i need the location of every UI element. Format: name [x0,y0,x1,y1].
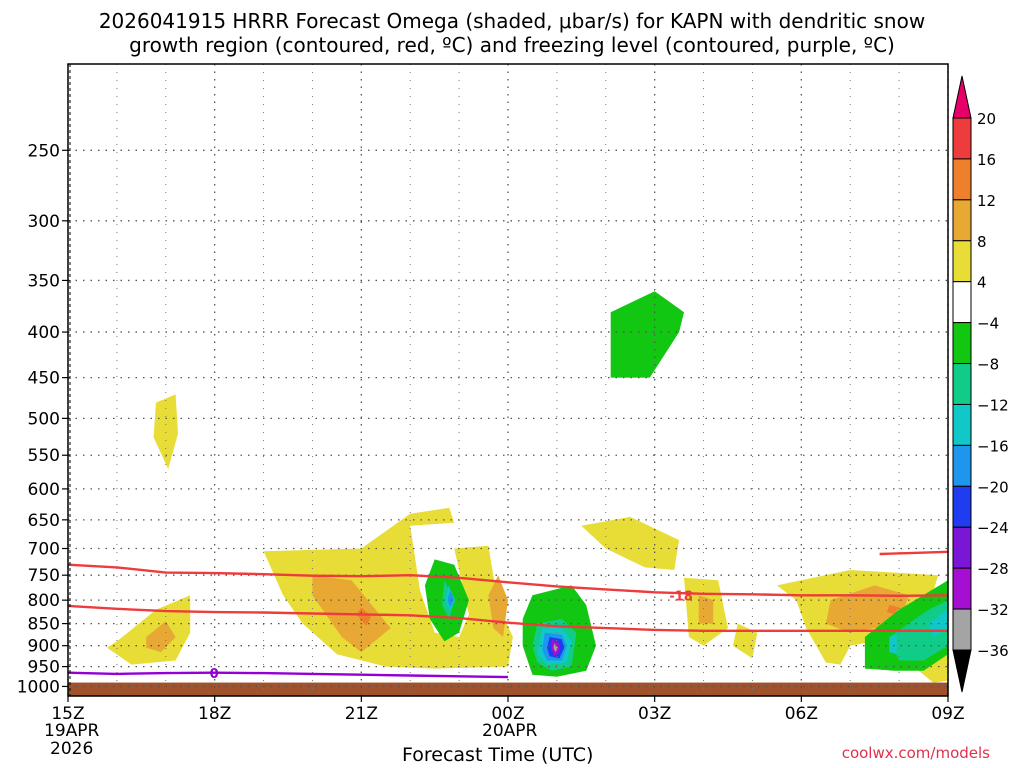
y-tick-label: 450 [28,369,60,389]
y-tick-label: 900 [28,637,60,657]
omega-region [263,507,513,669]
colorbar-label: −8 [977,356,999,374]
y-tick-label: 750 [28,566,60,586]
omega-region [153,394,178,470]
colorbar-segment [952,526,972,569]
omega-region [886,605,900,615]
colorbar-segment [952,403,972,446]
chart-subtitle: growth region (contoured, red, ºC) and f… [129,33,895,57]
colorbar-segment [952,444,972,487]
omega-region [732,623,758,659]
y-tick-label: 650 [28,511,60,531]
x-axis-label: Forecast Time (UTC) [402,744,594,766]
dendritic-growth-line [67,604,948,632]
date-label-19apr: 19APR [44,721,100,741]
x-tick-label: 18Z [198,704,231,724]
x-tick-label: 21Z [345,704,378,724]
chart-title: 2026041915 HRRR Forecast Omega (shaded, … [98,9,926,33]
date-label-year: 2026 [50,739,94,759]
colorbar-segment [952,117,972,160]
colorbar-segment [952,485,972,528]
colorbar-label: −28 [977,560,1009,578]
colorbar-segment [952,567,972,610]
omega-region [698,595,714,624]
colorbar-label: 8 [977,233,987,251]
omega-region [146,621,176,653]
colorbar-segment [952,608,972,651]
colorbar-label: −36 [977,642,1009,660]
y-tick-label: 700 [28,540,60,560]
y-tick-label: 400 [28,323,60,343]
y-tick-label: 600 [28,480,60,500]
colorbar-segment [952,199,972,242]
x-tick-label: 15Z [51,704,84,724]
colorbar-label: −20 [977,478,1009,496]
omega-region [107,595,191,665]
omega-region [356,607,372,626]
y-tick-label: 500 [28,409,60,429]
freezing-level-line [67,671,509,679]
colorbar-segment [952,158,972,201]
x-tick-label: 09Z [931,704,964,724]
colorbar-segment [952,281,972,324]
dendritic-growth-line [67,563,949,598]
omega-region [447,590,455,608]
x-tick-label: 00Z [491,704,524,724]
freezing-level-label: 0 [210,667,219,682]
x-tick-label: 03Z [638,704,671,724]
y-tick-label: 350 [28,271,60,291]
colorbar-label: −12 [977,396,1009,414]
dendritic-growth-line [879,550,949,556]
y-tick-label: 1000 [17,677,60,697]
colorbar-label: −16 [977,437,1009,455]
colorbar-label: −32 [977,601,1009,619]
y-tick-label: 300 [28,212,60,232]
date-label-20apr: 20APR [482,721,538,741]
colorbar-label: 16 [977,151,996,169]
colorbar-segment [952,363,972,405]
colorbar-label: −4 [977,315,999,333]
colorbar-segment [952,322,972,365]
omega-region [889,634,897,655]
colorbar-top-arrow [952,75,972,119]
y-tick-label: 850 [28,615,60,635]
credit-text: coolwx.com/models [841,744,990,762]
colorbar-bottom-arrow [952,649,972,693]
dgz-contour-label: -18 [669,589,693,604]
omega-region [553,643,558,653]
colorbar-segment [952,240,972,283]
y-tick-label: 950 [28,658,60,678]
y-tick-label: 250 [28,141,60,161]
colorbar-label: −24 [977,519,1009,537]
terrain-fill [68,682,948,696]
colorbar-label: 20 [977,110,996,128]
omega-region [610,291,684,378]
y-tick-label: 550 [28,446,60,466]
y-tick-label: 800 [28,591,60,611]
colorbar-label: 4 [977,274,987,292]
colorbar-label: 12 [977,192,996,210]
x-tick-label: 06Z [785,704,818,724]
